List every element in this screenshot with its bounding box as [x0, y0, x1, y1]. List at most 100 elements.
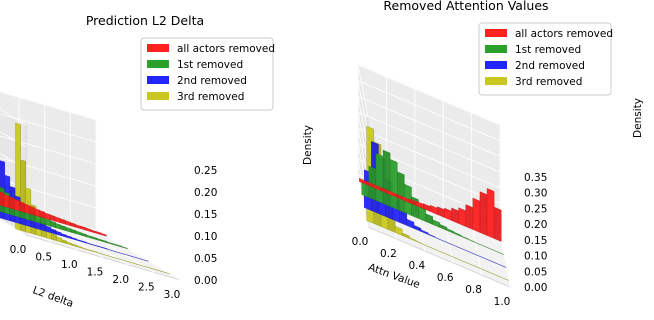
z-tick-label: 0.00 [194, 275, 217, 287]
bar [0, 191, 5, 207]
bar [44, 212, 51, 221]
bar [382, 149, 391, 207]
grid-line [357, 80, 501, 142]
bar [70, 228, 77, 235]
bar [45, 225, 52, 234]
panel-removed-attention-values: 0.0 0.2 0.4 0.6 0.8 1.0 0.00 0.05 0.10 0.15 0.20 0.… [352, 0, 644, 308]
bar [394, 225, 403, 236]
bar [164, 272, 170, 274]
x-tick-label: 2.5 [138, 282, 155, 294]
chart-title: Removed Attention Values [383, 0, 548, 13]
z-tick-label: 0.05 [194, 253, 217, 265]
grid-line [357, 96, 501, 157]
x-tick-label: 1.5 [87, 267, 104, 279]
bar [3, 194, 10, 209]
grid-line [70, 222, 155, 273]
legend-label: 3rd removed [177, 91, 244, 103]
bar [439, 224, 448, 231]
z-tick-label: 0.25 [194, 165, 217, 177]
bar [460, 235, 469, 240]
legend-label: 2nd removed [515, 60, 585, 72]
legend-swatch [147, 92, 169, 100]
grid-line [0, 153, 27, 170]
bar [117, 244, 123, 248]
bar [34, 208, 40, 218]
grid-line [357, 64, 369, 118]
bar [501, 277, 509, 281]
bar [143, 259, 149, 262]
bar [75, 230, 82, 236]
grid-line [442, 210, 454, 264]
grid-line [0, 219, 27, 236]
histogram-bars [0, 122, 170, 274]
legend-swatch [147, 44, 169, 52]
z-tick-label: 0.10 [194, 231, 217, 243]
bar [402, 232, 410, 239]
bar [61, 233, 67, 238]
bar [465, 204, 474, 230]
bar [96, 231, 102, 236]
z-axis-label: Density [302, 125, 314, 165]
x-tick-label: 1.0 [494, 296, 511, 308]
x-tick-label: 0.8 [465, 284, 482, 296]
bar [92, 250, 98, 254]
bar [425, 213, 433, 225]
grid-line [471, 222, 483, 276]
z-tick-label: 0.35 [524, 172, 547, 184]
histogram-bars [359, 125, 509, 281]
grid-line [0, 175, 27, 192]
x-axis-label: L2 delta [31, 284, 75, 310]
bar [66, 241, 73, 246]
bar [56, 236, 62, 243]
legend-swatch [147, 76, 169, 84]
z-tick-label: 0.30 [524, 188, 547, 200]
bar [458, 207, 466, 227]
x-tick-label: 0.6 [437, 272, 454, 284]
z-tick-label: 0.25 [524, 203, 547, 215]
bar [397, 171, 405, 213]
bar [479, 191, 488, 236]
bar [432, 219, 441, 228]
z-tick-label: 0.00 [524, 282, 547, 294]
legend-label: 3rd removed [515, 76, 582, 88]
bar [71, 243, 78, 248]
bar [65, 220, 71, 227]
grid-line [0, 109, 27, 126]
x-tick-label: 0.2 [380, 248, 397, 260]
bar [70, 222, 76, 228]
legend-label: all actors removed [177, 43, 275, 55]
bar [60, 225, 67, 232]
bar [411, 196, 419, 219]
legend-swatch [485, 61, 507, 69]
x-tick-label: 0.4 [408, 260, 425, 272]
bar [499, 264, 507, 268]
bar [420, 229, 429, 235]
z-tick-label: 0.05 [524, 266, 547, 278]
bar [50, 228, 57, 235]
z-axis-label: Density [632, 98, 644, 138]
bar [409, 237, 417, 242]
bar [80, 225, 87, 231]
bar [451, 207, 459, 224]
grid-line [357, 127, 501, 189]
bar [102, 247, 108, 250]
legend-swatch [485, 29, 507, 37]
legend-box [140, 37, 274, 111]
bar [453, 231, 462, 237]
bar [472, 197, 481, 233]
legend: all actors removed 1st removed 2nd removed… [478, 22, 613, 96]
bar [61, 239, 68, 245]
bar [55, 230, 62, 237]
legend-label: 2nd removed [177, 75, 247, 87]
bar [19, 201, 25, 213]
z-tick-label: 0.15 [194, 209, 217, 221]
bar [496, 251, 504, 255]
grid-line [357, 96, 369, 149]
grid-line [357, 143, 501, 204]
bar [81, 240, 88, 244]
tick-labels: 0.0 0.5 1.0 1.5 2.0 2.5 3.0 0.00 0.05 0.10 0.15 0.2… [10, 165, 218, 301]
bar [49, 214, 56, 222]
grid-line [357, 64, 501, 126]
bar [416, 240, 424, 245]
legend-label: 1st removed [515, 44, 581, 56]
